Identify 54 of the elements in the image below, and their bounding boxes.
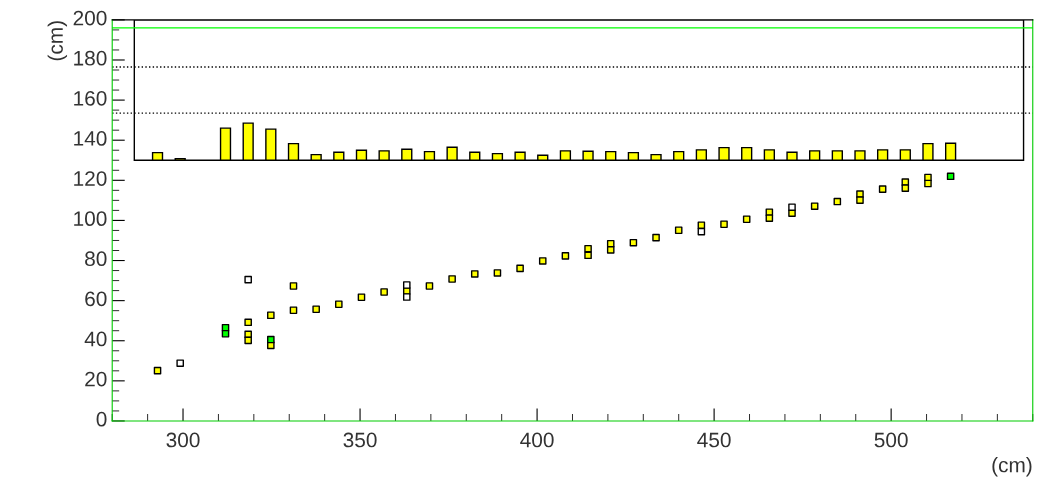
x-tick-label: 300 xyxy=(166,432,200,448)
point xyxy=(788,203,796,211)
x-tick-label: 500 xyxy=(874,432,908,448)
point xyxy=(312,305,320,314)
point xyxy=(470,270,479,278)
point xyxy=(357,293,366,302)
point xyxy=(244,336,252,345)
point xyxy=(901,184,910,192)
y-tick-label: 60 xyxy=(85,291,107,307)
point xyxy=(267,335,275,344)
point xyxy=(856,196,864,204)
point xyxy=(584,251,592,260)
point xyxy=(221,329,230,338)
point xyxy=(448,275,456,283)
point xyxy=(289,306,298,315)
y-tick-label: 200 xyxy=(73,10,107,26)
y-tick-label: 180 xyxy=(74,50,107,66)
point xyxy=(720,220,728,229)
x-tick-label: 350 xyxy=(343,432,377,448)
y-axis-title: (cm) xyxy=(47,21,68,61)
point xyxy=(924,179,932,188)
point xyxy=(267,311,275,320)
point xyxy=(493,269,502,277)
point xyxy=(674,226,683,235)
y-tick-label: 40 xyxy=(84,331,107,347)
point xyxy=(606,246,615,254)
point xyxy=(516,264,524,273)
point xyxy=(652,233,660,242)
point xyxy=(765,214,774,223)
point xyxy=(402,281,411,289)
point xyxy=(335,300,343,309)
x-tick-label: 450 xyxy=(697,432,731,448)
point xyxy=(425,282,434,290)
x-tick-label: 400 xyxy=(520,432,554,448)
point xyxy=(380,288,388,296)
y-tick-label: 140 xyxy=(74,131,107,146)
point xyxy=(561,252,570,260)
point xyxy=(742,215,751,224)
y-tick-label: 20 xyxy=(85,371,107,387)
point xyxy=(878,185,887,193)
y-tick-label: 80 xyxy=(85,251,107,267)
point xyxy=(176,359,184,368)
point xyxy=(810,202,819,210)
point xyxy=(244,275,252,284)
x-axis-title: (cm) xyxy=(992,457,1032,477)
point xyxy=(538,257,547,265)
y-tick-label: 100 xyxy=(74,211,107,227)
point xyxy=(289,282,298,290)
point xyxy=(244,318,252,327)
point xyxy=(584,244,592,253)
point xyxy=(402,293,411,301)
y-tick-label: 160 xyxy=(74,90,107,106)
y-tick-label: 0 xyxy=(96,411,107,427)
y-tick-label: 120 xyxy=(74,171,107,186)
